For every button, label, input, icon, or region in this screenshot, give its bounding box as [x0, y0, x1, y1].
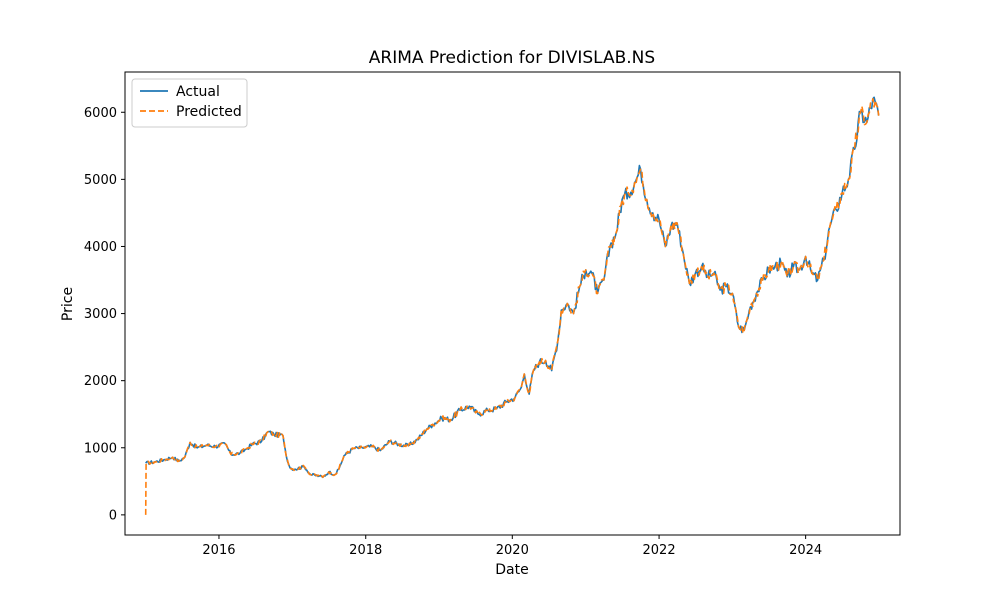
x-axis: 2016 2018 2020 2022 2024	[202, 535, 822, 558]
chart-title: ARIMA Prediction for DIVISLAB.NS	[369, 48, 655, 68]
x-tick-label: 2024	[789, 543, 822, 558]
y-axis-label: Price	[60, 287, 76, 321]
legend-label-predicted: Predicted	[176, 104, 242, 120]
y-tick-label: 0	[109, 508, 117, 523]
y-tick-label: 6000	[84, 106, 117, 121]
x-tick-label: 2022	[643, 543, 676, 558]
x-tick-label: 2016	[202, 543, 235, 558]
y-tick-label: 2000	[84, 374, 117, 389]
y-tick-label: 1000	[84, 441, 117, 456]
series-line-predicted	[144, 98, 880, 515]
x-tick-label: 2018	[349, 543, 382, 558]
legend: Actual Predicted	[131, 78, 248, 128]
x-axis-label: Date	[495, 562, 528, 578]
y-tick-label: 3000	[84, 307, 117, 322]
legend-label-actual: Actual	[176, 84, 220, 100]
y-tick-label: 4000	[84, 240, 117, 255]
y-tick-label: 5000	[84, 173, 117, 188]
x-tick-label: 2020	[496, 543, 529, 558]
series-layer	[144, 96, 880, 515]
y-axis: 0 1000 2000 3000 4000 5000 6000	[84, 106, 125, 523]
